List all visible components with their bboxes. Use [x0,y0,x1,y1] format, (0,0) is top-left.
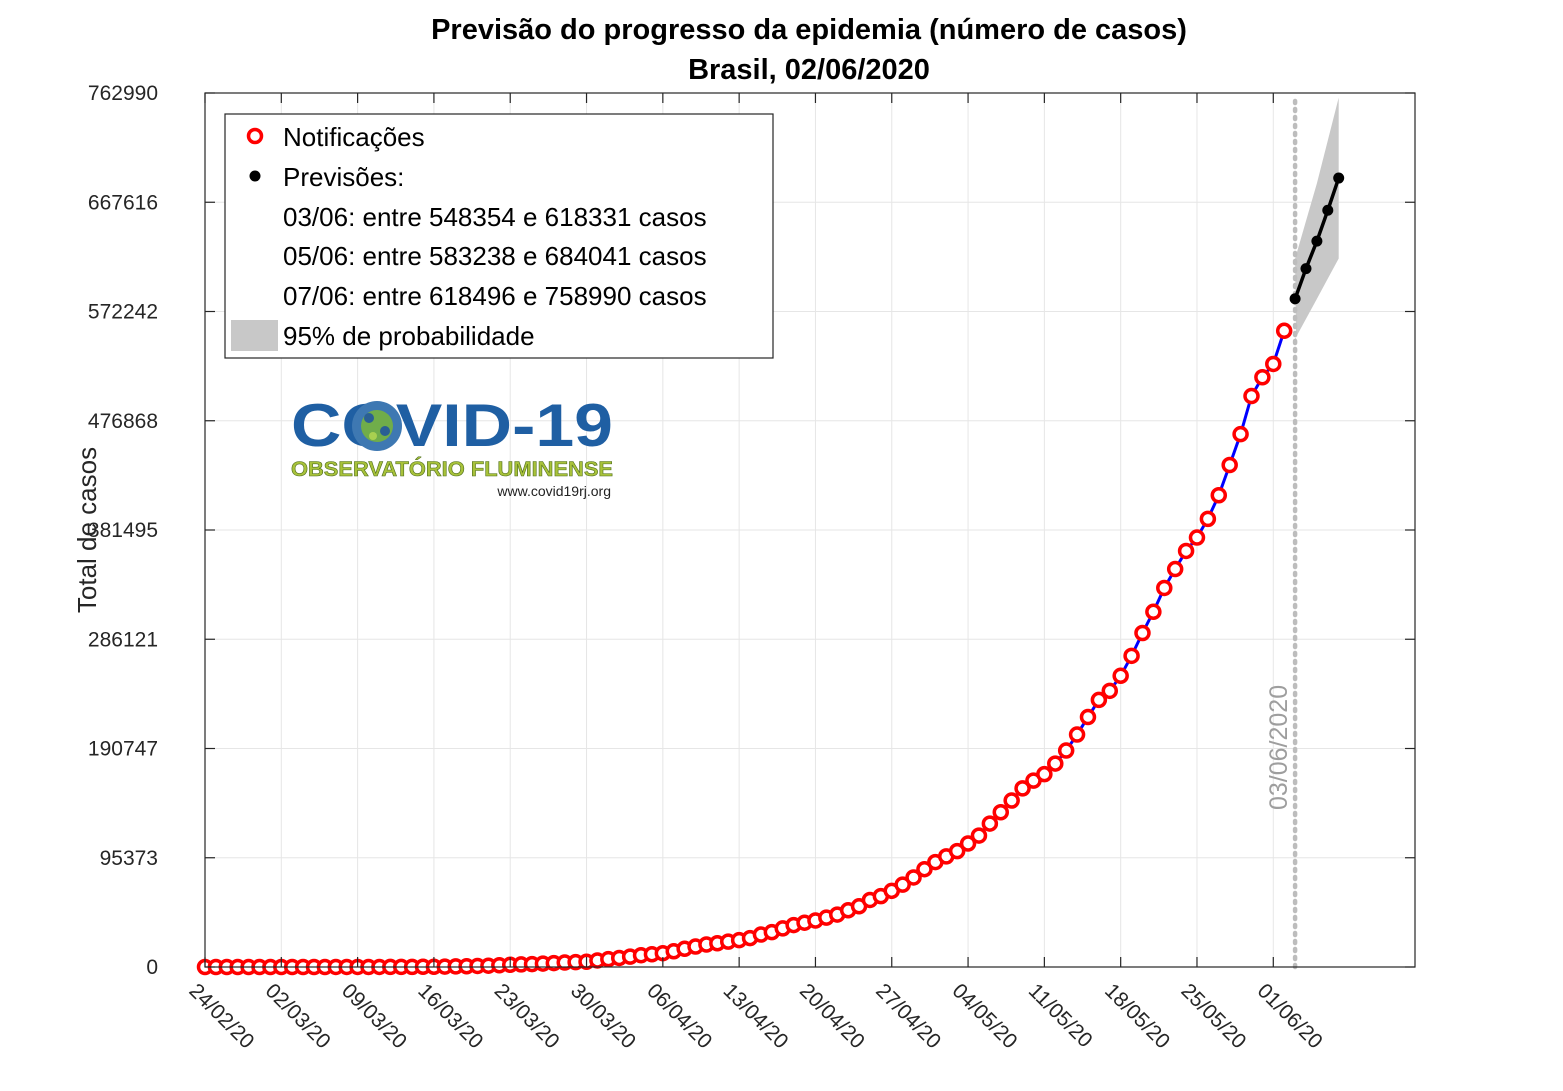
y-axis-label: Total de casos [72,447,102,613]
x-tick-label: 24/02/20 [184,979,258,1053]
observed-point [1112,667,1129,685]
observed-point [1156,579,1173,597]
chart-subtitle: Brasil, 02/06/2020 [688,54,930,86]
legend-forecast-marker [249,170,261,182]
observed-point [948,842,966,860]
observed-point [1134,624,1151,642]
y-tick-label: 286121 [88,628,158,651]
forecast-point [1322,204,1334,216]
observed-point [1232,425,1249,443]
x-tick-label: 01/06/20 [1253,979,1327,1053]
forecast-date-label: 03/06/2020 [1265,685,1293,810]
x-tick-label: 16/03/20 [413,979,487,1053]
observed-point [1243,387,1260,405]
legend-forecast-line-2: 05/06: entre 583238 e 684041 casos [283,241,707,271]
legend-forecast-label: Previsões: [283,162,404,192]
observed-point [1265,355,1282,373]
y-tick-label: 476868 [88,410,158,433]
observed-point [1090,691,1108,709]
legend-ci-swatch [231,320,278,351]
forecast-date-line: 03/06/2020 [1265,98,1298,970]
observed-point [1003,792,1020,809]
x-tick-label: 30/03/20 [566,979,640,1053]
y-tick-label: 762990 [88,82,158,105]
x-tick-label: 13/04/20 [719,979,793,1053]
observed-point [1101,682,1119,700]
observed-point [905,869,922,886]
observed-point [992,803,1010,821]
observed-point [894,876,911,893]
observed-point [1188,529,1206,546]
legend-forecast-line-3: 07/06: entre 618496 e 758990 casos [283,281,707,311]
x-tick-label: 25/05/20 [1176,979,1250,1053]
x-tick-label: 02/03/20 [261,979,335,1053]
y-tick-label: 667616 [88,191,158,214]
observed-point [1145,603,1162,621]
x-tick-label: 09/03/20 [337,979,411,1053]
legend-ci-label: 95% de probabilidade [283,321,535,351]
legend-forecast-line-1: 03/06: entre 548354 e 618331 casos [283,202,707,232]
y-tick-label: 190747 [88,738,158,761]
observed-point [1123,647,1140,665]
observed-point [1014,780,1031,797]
observed-point [1166,560,1184,578]
legend-observed-label: Notificações [283,122,425,152]
observed-point [959,835,977,852]
legend: Notificações Previsões: 03/06: entre 548… [224,113,774,359]
legend-observed-marker [246,127,264,145]
observed-point [1199,510,1217,528]
legend-box [224,113,774,359]
observed-point [1057,742,1075,759]
observed-point [1047,755,1064,772]
logo-title: COVID-19 [291,392,613,459]
logo-subtitle: OBSERVATÓRIO FLUMINENSE [291,457,613,481]
confidence-band [1295,97,1339,345]
x-tick-label: 04/05/20 [948,979,1022,1053]
observed-point [1068,726,1086,743]
observed-point [1177,542,1195,560]
ci-band [1295,97,1339,345]
y-tick-label: 381495 [88,519,158,542]
observed-point [1079,708,1097,726]
x-tick-label: 23/03/20 [490,979,564,1053]
observed-point [1275,322,1293,340]
y-tick-label: 0 [146,956,158,979]
x-tick-label: 27/04/20 [871,979,945,1053]
observed-point [1036,765,1053,783]
forecast-point [1333,172,1345,184]
observed-point [916,860,933,878]
virus-icon [352,401,402,451]
observed-point [1221,456,1238,474]
x-tick-label: 06/04/20 [642,979,716,1053]
chart-title: Previsão do progresso da epidemia (númer… [431,14,1187,46]
y-tick-label: 572242 [88,301,158,324]
observed-point [970,827,988,844]
observed-point [1254,368,1271,386]
covid19-observatorio-logo: COVID-19 OBSERVATÓRIO FLUMINENSE www.cov… [291,392,614,499]
x-tick-label: 20/04/20 [795,979,869,1053]
forecast-point [1311,235,1323,247]
x-tick-label: 11/05/20 [1024,979,1097,1052]
y-tick-label: 95373 [100,847,158,870]
observed-point [981,815,999,832]
forecast-point [1289,293,1301,305]
x-tick-label: 18/05/20 [1100,979,1174,1053]
y-axis-ticks: 0 95373 190747 286121 381495 476868 572242 6676… [88,82,1415,979]
observed-point [1210,487,1228,504]
logo-url: www.covid19rj.org [496,483,611,499]
forecast-point [1300,263,1312,275]
